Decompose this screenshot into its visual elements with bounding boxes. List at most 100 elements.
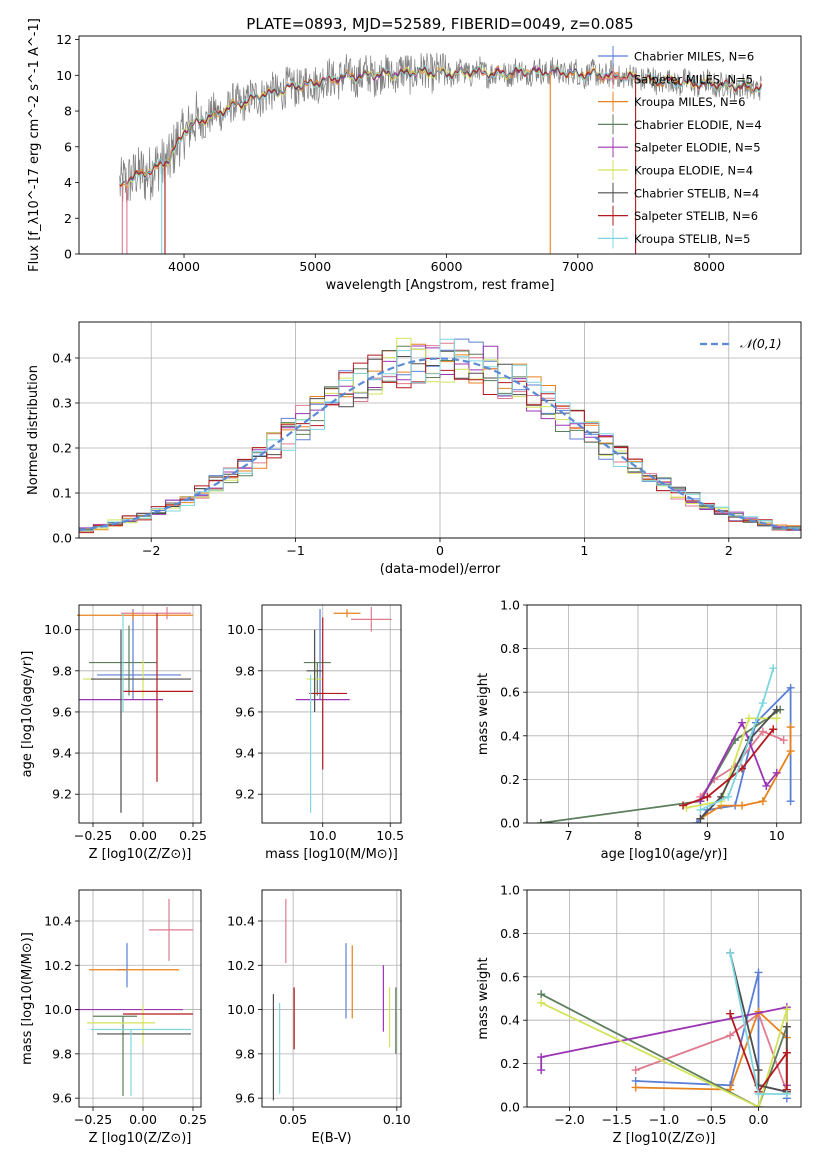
grid-lines xyxy=(79,890,201,1107)
x-axis-label: age [log10(age/yr)] xyxy=(601,847,728,862)
legend-label: Chabrier STELIB, N=4 xyxy=(634,186,759,200)
x-tick-label: 8 xyxy=(634,828,642,843)
axes-frame xyxy=(261,889,402,1108)
weight-marker xyxy=(769,664,778,673)
weight-marker xyxy=(696,805,705,814)
x-axis-label: (data-model)/error xyxy=(380,562,501,577)
y-tick-label: 10.0 xyxy=(227,622,255,637)
y-tick-label: 0.1 xyxy=(52,486,72,501)
weight-marker xyxy=(631,1083,640,1092)
x-axis-label: Z [log10(Z/Z⊙)] xyxy=(89,1131,192,1146)
axes-decoration: −2 −1 0 1 2 0.0 0.1 0.2 0.3 0.4 (data-model)/error… xyxy=(26,321,802,577)
y-tick-label: 0.3 xyxy=(52,396,72,411)
grid-lines xyxy=(527,889,801,1108)
y-tick-label: 0.6 xyxy=(500,969,520,984)
y-axis-label: Normed distribution xyxy=(26,365,41,495)
legend-label: Kroupa MILES, N=6 xyxy=(634,95,746,109)
spectrum-legend: Chabrier MILES, N=6 Salpeter MILES, N=5 Kr… xyxy=(598,46,762,249)
x-tick-label: −1.5 xyxy=(602,1112,632,1127)
weight-marker xyxy=(758,699,767,708)
weight-marker xyxy=(786,723,795,732)
y-tick-label: 10.4 xyxy=(44,914,72,929)
x-axis-label: Z [log10(Z/Z⊙)] xyxy=(89,847,192,862)
weight-marker xyxy=(786,747,795,756)
grid-lines xyxy=(262,890,401,1107)
weight-line-8 xyxy=(682,728,775,807)
x-tick-label: 4000 xyxy=(168,259,200,274)
y-tick-label: 9.6 xyxy=(52,704,72,719)
y-tick-label: 0.8 xyxy=(500,926,520,941)
weight-marker xyxy=(537,1066,546,1075)
axes-frame xyxy=(78,889,202,1108)
plot-area xyxy=(77,607,193,813)
x-tick-label: 0.0 xyxy=(749,1112,769,1127)
x-tick-label: −0.25 xyxy=(74,828,112,843)
normal-curve xyxy=(78,357,802,532)
legend-label: Salpeter MILES, N=5 xyxy=(634,72,753,86)
axes-decoration: 7 8 9 10 0.0 0.2 0.4 0.6 0.8 1.0 age [log10(age/yr… xyxy=(476,598,802,862)
y-tick-label: 9.6 xyxy=(235,1091,255,1106)
axes-decoration: −2.0 −1.5 −1.0 −0.5 0.0 0.0 0.2 0.4 0.6 0.8 1.0 Z [… xyxy=(476,883,802,1146)
x-tick-label: 9 xyxy=(703,828,711,843)
weight-vs-metallicity-panel: −2.0 −1.5 −1.0 −0.5 0.0 0.0 0.2 0.4 0.6 0.8 1.0 Z [… xyxy=(476,883,802,1146)
y-tick-label: 6 xyxy=(64,139,72,154)
x-tick-label: 10 xyxy=(769,828,785,843)
y-tick-label: 0.0 xyxy=(500,816,520,831)
x-tick-label: 2 xyxy=(725,543,733,558)
x-tick-label: 0.25 xyxy=(179,828,207,843)
errorbar-point xyxy=(91,629,191,813)
weight-marker xyxy=(536,819,545,823)
y-tick-label: 10.4 xyxy=(227,914,255,929)
weight-marker xyxy=(679,801,688,810)
weight-marker xyxy=(724,792,733,801)
axes-decoration: −0.25 0.00 0.25 9.2 9.4 9.6 9.8 10.0 Z [log10(Z/… xyxy=(20,604,207,862)
y-tick-label: 0.2 xyxy=(500,772,520,787)
errorbar-point xyxy=(87,1005,155,1045)
x-tick-label: −0.5 xyxy=(696,1112,726,1127)
axes-decoration: 10.0 10.5 9.2 9.4 9.6 9.8 10.0 mass [log10(M/M⊙… xyxy=(227,604,404,862)
y-tick-label: 10 xyxy=(56,68,72,83)
y-tick-label: 4 xyxy=(64,175,72,190)
weight-marker xyxy=(738,718,747,727)
errorbar-point xyxy=(121,607,191,620)
legend-label: Salpeter STELIB, N=6 xyxy=(634,209,758,223)
weight-marker xyxy=(762,781,771,790)
y-tick-label: 9.8 xyxy=(52,1046,72,1061)
axes-decoration: 0.05 0.10 9.6 9.8 10.0 10.2 10.4 E(B-V) xyxy=(227,889,411,1146)
x-axis-label: Z [log10(Z/Z⊙)] xyxy=(613,1131,716,1146)
weight-marker xyxy=(758,727,767,736)
legend-label: Kroupa ELODIE, N=4 xyxy=(634,164,753,178)
y-tick-label: 10.2 xyxy=(44,958,72,973)
plot-area xyxy=(75,898,193,1096)
weight-marker xyxy=(782,1089,791,1098)
y-tick-label: 9.4 xyxy=(235,746,255,761)
weight-marker xyxy=(754,1103,763,1107)
weight-marker xyxy=(782,1005,791,1014)
errorbar-point xyxy=(97,609,181,700)
weight-marker xyxy=(782,1048,791,1057)
y-tick-label: 2 xyxy=(64,211,72,226)
y-tick-label: 10.0 xyxy=(44,1002,72,1017)
weight-marker xyxy=(631,1066,640,1075)
residuals-histogram-panel: 𝒩(0,1) −2 −1 0 1 2 0.0 0.1 0.2 0.3 0.4 (data-model)… xyxy=(26,321,802,577)
y-tick-label: 9.8 xyxy=(235,1046,255,1061)
x-tick-label: 7000 xyxy=(562,259,594,274)
x-axis-label: mass [log10(M/M⊙)] xyxy=(265,847,398,862)
errorbar-point xyxy=(309,617,348,770)
x-tick-label: 0.10 xyxy=(383,1112,411,1127)
mass-vs-ebv-panel: 0.05 0.10 9.6 9.8 10.0 10.2 10.4 E(B-V) xyxy=(227,889,411,1146)
y-tick-label: 9.6 xyxy=(235,704,255,719)
weight-line-9 xyxy=(700,667,775,811)
weight-marker xyxy=(692,819,701,823)
weight-marker xyxy=(786,683,795,692)
y-tick-label: 9.4 xyxy=(52,746,72,761)
age-vs-metallicity-panel: −0.25 0.00 0.25 9.2 9.4 9.6 9.8 10.0 Z [log10(Z/… xyxy=(20,604,207,862)
histogram-step-6 xyxy=(79,337,801,531)
y-tick-label: 9.8 xyxy=(235,663,255,678)
legend-label: Kroupa STELIB, N=5 xyxy=(634,232,751,246)
y-tick-label: 0.0 xyxy=(52,531,72,546)
errorbar-point xyxy=(91,1028,191,1096)
x-tick-label: 1 xyxy=(580,543,588,558)
y-tick-label: 9.2 xyxy=(52,787,72,802)
